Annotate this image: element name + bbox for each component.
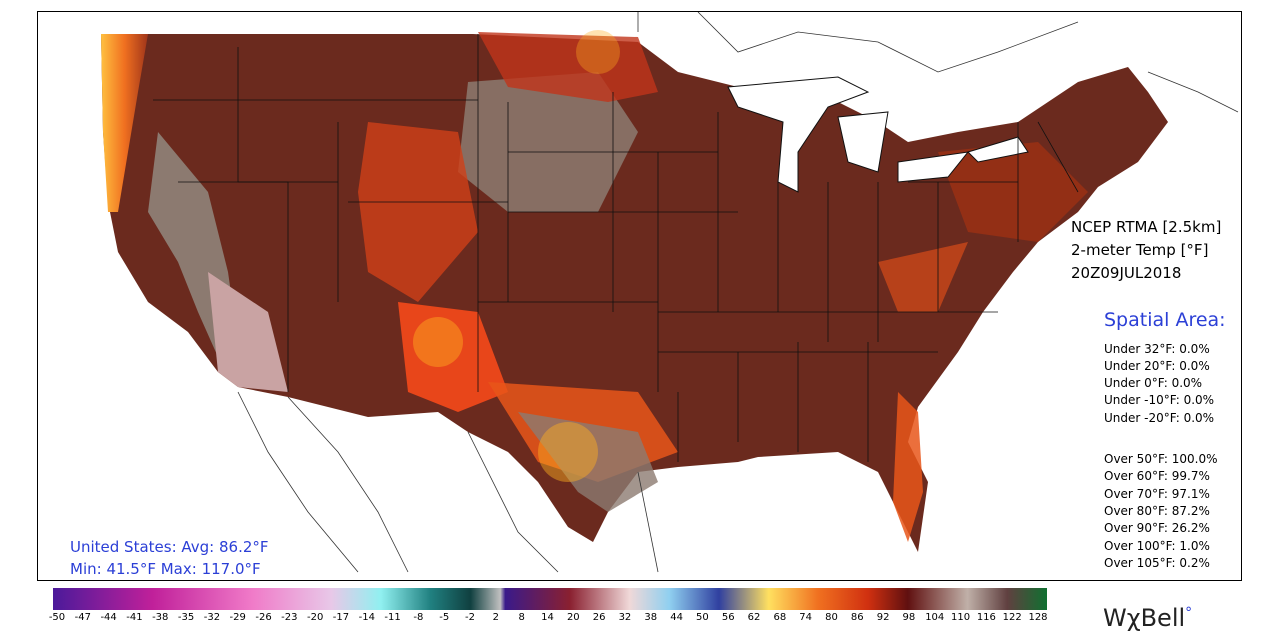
colorbar-tick-label: 92 — [876, 612, 890, 623]
colorbar-tick-label: 32 — [618, 612, 632, 623]
colorbar-tick-label: 14 — [541, 612, 554, 623]
west-coast-hot-zone — [101, 34, 148, 212]
florida-hot-zone — [893, 392, 923, 542]
north-plains-hot-zone — [478, 32, 658, 102]
stat-over-60: Over 60°F: 99.7% — [1104, 469, 1210, 483]
stat-under-20: Under 20°F: 0.0% — [1104, 359, 1210, 373]
summary-min-max: Min: 41.5°F Max: 117.0°F — [70, 560, 261, 578]
colorbar-tick-label: 56 — [721, 612, 735, 623]
hot-spot — [576, 30, 620, 74]
colorbar-tick-label: 50 — [696, 612, 709, 623]
stat-under-0: Under 0°F: 0.0% — [1104, 376, 1203, 390]
stat-over-80: Over 80°F: 87.2% — [1104, 504, 1210, 518]
colorbar-tick-label: -5 — [439, 612, 450, 623]
colorbar-tick-label: 116 — [976, 612, 996, 623]
map-frame — [37, 11, 1242, 581]
colorbar-tick-label: -35 — [177, 612, 195, 623]
spatial-area-title: Spatial Area: — [1104, 309, 1226, 331]
colorbar-tick-label: -41 — [126, 612, 143, 623]
colorbar-tick-label: -50 — [48, 612, 66, 623]
colorbar-tick-label: 20 — [566, 612, 580, 623]
colorbar-tick-label: 104 — [925, 612, 945, 623]
desert-pink-zone — [208, 272, 288, 392]
colorbar-tick-label: -32 — [203, 612, 221, 623]
south-texas-mild-zone — [518, 412, 658, 512]
colorbar-tick-label: -47 — [74, 612, 91, 623]
stat-over-70: Over 70°F: 97.1% — [1104, 487, 1210, 501]
state-boundaries — [153, 34, 1079, 462]
hot-spot — [413, 317, 463, 367]
colorbar-tick-label: 74 — [799, 612, 813, 623]
colorbar-tick-label: 44 — [670, 612, 683, 623]
colorbar-tick-label: 80 — [825, 612, 838, 623]
colorbar-tick-label: -38 — [152, 612, 169, 623]
great-lakes — [727, 76, 1029, 193]
colorbar-tick-label: -23 — [281, 612, 298, 623]
country-outlines — [237, 12, 1239, 573]
stat-under-32: Under 32°F: 0.0% — [1104, 342, 1210, 356]
colorbar-tick-label: 98 — [902, 612, 916, 623]
hot-spot — [538, 422, 598, 482]
colorbar-tick-label: -20 — [306, 612, 324, 623]
colorbar-tick-label: 68 — [773, 612, 787, 623]
brand-logo: WχBell° — [1103, 604, 1193, 632]
colorbar-tick-label: -2 — [465, 612, 476, 623]
colorbar — [53, 588, 1047, 610]
appalachian-hot-zone — [878, 242, 968, 312]
summary-avg: United States: Avg: 86.2°F — [70, 538, 269, 556]
stat-under-minus-10: Under -10°F: 0.0% — [1104, 393, 1215, 407]
colorbar-tick-label: -14 — [358, 612, 375, 623]
stat-over-100: Over 100°F: 1.0% — [1104, 539, 1210, 553]
colorbar-tick-label: -8 — [413, 612, 424, 623]
plains-mild-zone — [458, 72, 638, 212]
colorbar-tick-label: 26 — [592, 612, 606, 623]
colorbar-tick-label: -26 — [255, 612, 272, 623]
colorbar-tick-label: 62 — [747, 612, 761, 623]
valid-time-label: 20Z09JUL2018 — [1071, 264, 1182, 282]
field-label: 2-meter Temp [°F] — [1071, 241, 1209, 259]
model-label: NCEP RTMA [2.5km] — [1071, 218, 1222, 236]
colorbar-tick-label: 8 — [518, 612, 525, 623]
colorbar-tick-label: -29 — [229, 612, 246, 623]
stat-over-105: Over 105°F: 0.2% — [1104, 556, 1210, 570]
temperature-map — [101, 12, 1239, 573]
stat-under-minus-20: Under -20°F: 0.0% — [1104, 411, 1215, 425]
colorbar-tick-label: 110 — [951, 612, 971, 623]
colorbar-tick-label: 86 — [850, 612, 864, 623]
colorbar-tick-label: -44 — [100, 612, 117, 623]
rockies-hot-zone — [358, 122, 478, 302]
colorbar-tick-label: -11 — [384, 612, 401, 623]
colorbar-tick-label: 38 — [644, 612, 658, 623]
southwest-hot-zone — [398, 302, 508, 412]
northeast-warm-zone — [938, 142, 1088, 242]
colorbar-tick-label: 128 — [1028, 612, 1048, 623]
stat-over-90: Over 90°F: 26.2% — [1104, 521, 1210, 535]
colorbar-tick-label: 122 — [1002, 612, 1022, 623]
colorbar-tick-label: 2 — [492, 612, 500, 623]
stat-over-50: Over 50°F: 100.0% — [1104, 452, 1218, 466]
colorbar-tick-label: -17 — [332, 612, 350, 623]
